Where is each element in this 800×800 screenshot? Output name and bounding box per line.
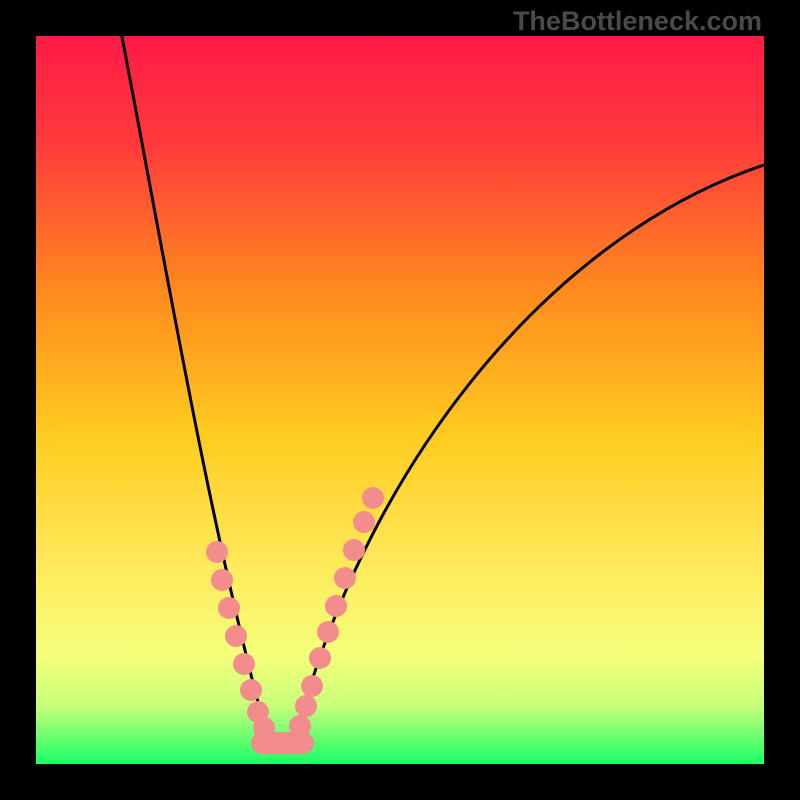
plot-area — [36, 36, 764, 764]
watermark-text: TheBottleneck.com — [513, 6, 762, 37]
